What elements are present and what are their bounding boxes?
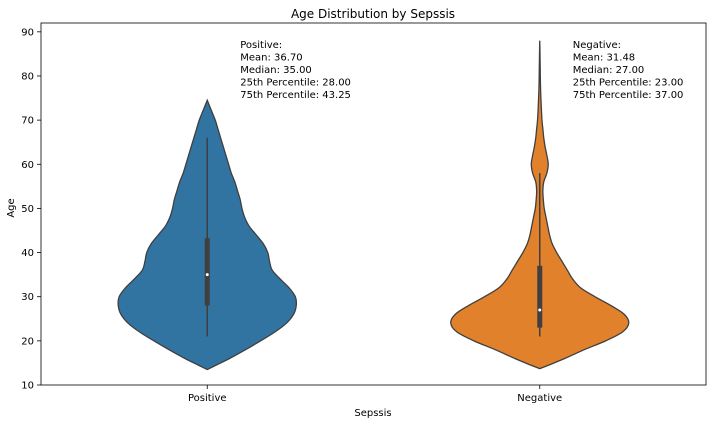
- y-tick-label: 90: [21, 27, 34, 38]
- x-axis-label: Sepssis: [354, 408, 391, 419]
- median-dot-negative: [538, 308, 542, 312]
- annotation-positive-line: Mean: 36.70: [240, 53, 302, 64]
- y-tick-label: 60: [21, 160, 34, 171]
- annotation-negative-line: Mean: 31.48: [573, 53, 635, 64]
- annotation-positive-line: 25th Percentile: 28.00: [240, 78, 351, 89]
- chart-title: Age Distribution by Sepssis: [291, 7, 455, 21]
- plot-frame: [40, 22, 707, 386]
- median-dot-positive: [205, 273, 209, 277]
- annotation-negative-line: 25th Percentile: 23.00: [573, 78, 684, 89]
- annotation-negative-line: Median: 27.00: [573, 65, 645, 76]
- annotation-negative-line: 75th Percentile: 37.00: [573, 90, 684, 101]
- x-tick-label: Negative: [517, 393, 562, 404]
- annotation-positive-line: Positive:: [240, 40, 282, 51]
- annotation-negative-line: Negative:: [573, 40, 621, 51]
- annotation-positive-line: 75th Percentile: 43.25: [240, 90, 351, 101]
- y-tick-label: 80: [21, 71, 34, 82]
- x-tick-label: Positive: [188, 393, 227, 404]
- y-tick-label: 70: [21, 116, 34, 127]
- y-tick-label: 40: [21, 248, 34, 259]
- y-axis-label: Age: [6, 198, 17, 217]
- plot-area: 10 20 30 40 50 60 70 80 90 Positive Negative Positi…: [21, 22, 707, 404]
- y-tick-label: 20: [21, 336, 34, 347]
- iqr-box-negative: [537, 265, 543, 328]
- y-tick-label: 50: [21, 204, 34, 215]
- y-tick-label: 30: [21, 292, 34, 303]
- iqr-box-positive: [204, 238, 210, 306]
- annotation-positive-line: Median: 35.00: [240, 65, 312, 76]
- y-tick-label: 10: [21, 381, 34, 392]
